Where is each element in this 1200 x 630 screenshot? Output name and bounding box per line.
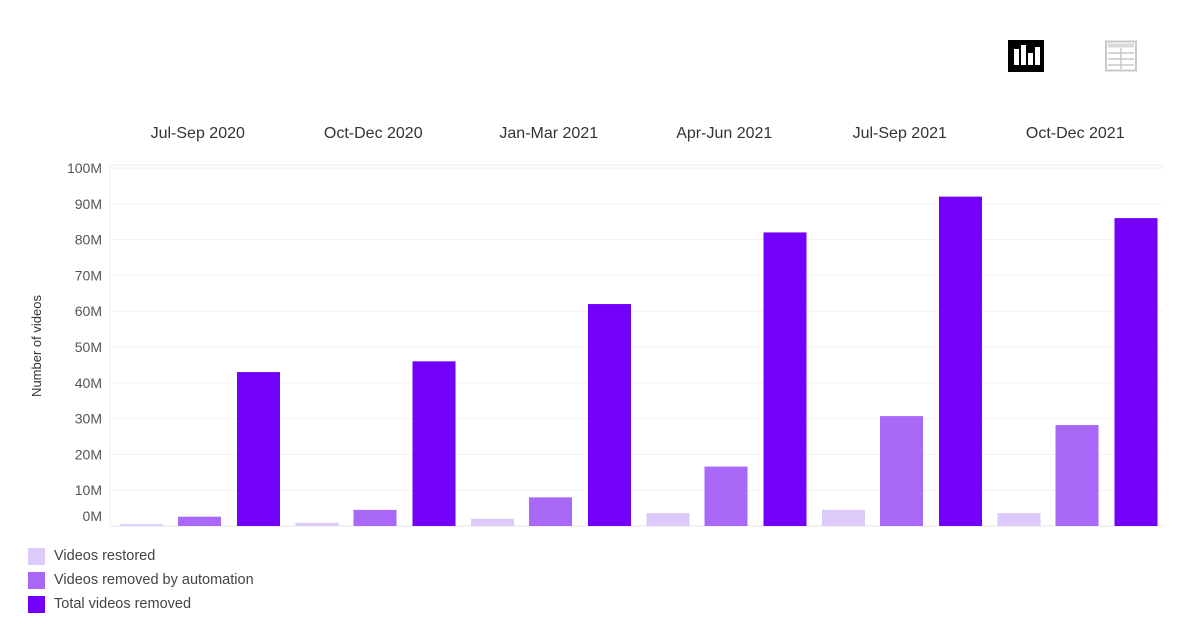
legend-swatch	[28, 595, 45, 613]
bar[interactable]	[1055, 425, 1099, 526]
legend-item[interactable]: Videos restored	[28, 544, 254, 568]
legend-swatch	[28, 571, 45, 589]
bar[interactable]	[353, 509, 397, 526]
y-tick-label: 40M	[75, 375, 102, 391]
bar[interactable]	[997, 513, 1041, 526]
category-label: Oct-Dec 2020	[324, 125, 423, 142]
bar[interactable]	[237, 372, 280, 526]
y-tick-label: 60M	[75, 303, 102, 319]
bar[interactable]	[646, 513, 690, 526]
category-label: Oct-Dec 2021	[1026, 125, 1125, 142]
y-tick-label: 50M	[75, 339, 102, 355]
bar[interactable]	[529, 497, 572, 526]
legend-label: Videos restored	[54, 548, 156, 564]
y-tick-label: 80M	[75, 232, 102, 248]
category-label: Jul-Sep 2020	[151, 125, 245, 142]
legend-item[interactable]: Videos removed by automation	[28, 568, 254, 592]
y-tick-label: 100M	[67, 160, 102, 176]
y-tick-label: 70M	[75, 267, 102, 283]
y-axis-label: Number of videos	[29, 295, 44, 397]
category-label: Jan-Mar 2021	[499, 125, 598, 142]
category-label: Jul-Sep 2021	[853, 125, 947, 142]
legend: Videos restored Videos removed by automat…	[28, 544, 254, 616]
bar[interactable]	[1114, 218, 1158, 526]
table-view-button[interactable]	[1103, 40, 1139, 72]
table-icon	[1105, 40, 1137, 72]
bar[interactable]	[120, 524, 163, 526]
y-tick-label: 90M	[75, 196, 102, 212]
bar[interactable]	[880, 416, 923, 526]
legend-item[interactable]: Total videos removed	[28, 592, 254, 616]
bar-chart-icon	[1014, 45, 1040, 65]
bar[interactable]	[588, 304, 631, 526]
bar[interactable]	[178, 516, 221, 526]
category-label: Apr-Jun 2021	[676, 125, 772, 142]
y-tick-label: 30M	[75, 411, 102, 427]
legend-swatch	[28, 547, 45, 565]
y-tick-label: 20M	[75, 446, 102, 462]
y-tick-label: 0M	[83, 508, 102, 524]
bar[interactable]	[822, 509, 865, 526]
legend-label: Videos removed by automation	[54, 572, 254, 588]
bar[interactable]	[939, 196, 982, 526]
y-tick-label: 10M	[75, 482, 102, 498]
bar-chart-view-button[interactable]	[1008, 40, 1044, 72]
bar[interactable]	[412, 361, 456, 526]
bar[interactable]	[471, 518, 514, 526]
bar[interactable]	[704, 466, 748, 526]
bar[interactable]	[295, 522, 339, 526]
bar[interactable]	[763, 232, 807, 526]
legend-label: Total videos removed	[54, 596, 192, 612]
